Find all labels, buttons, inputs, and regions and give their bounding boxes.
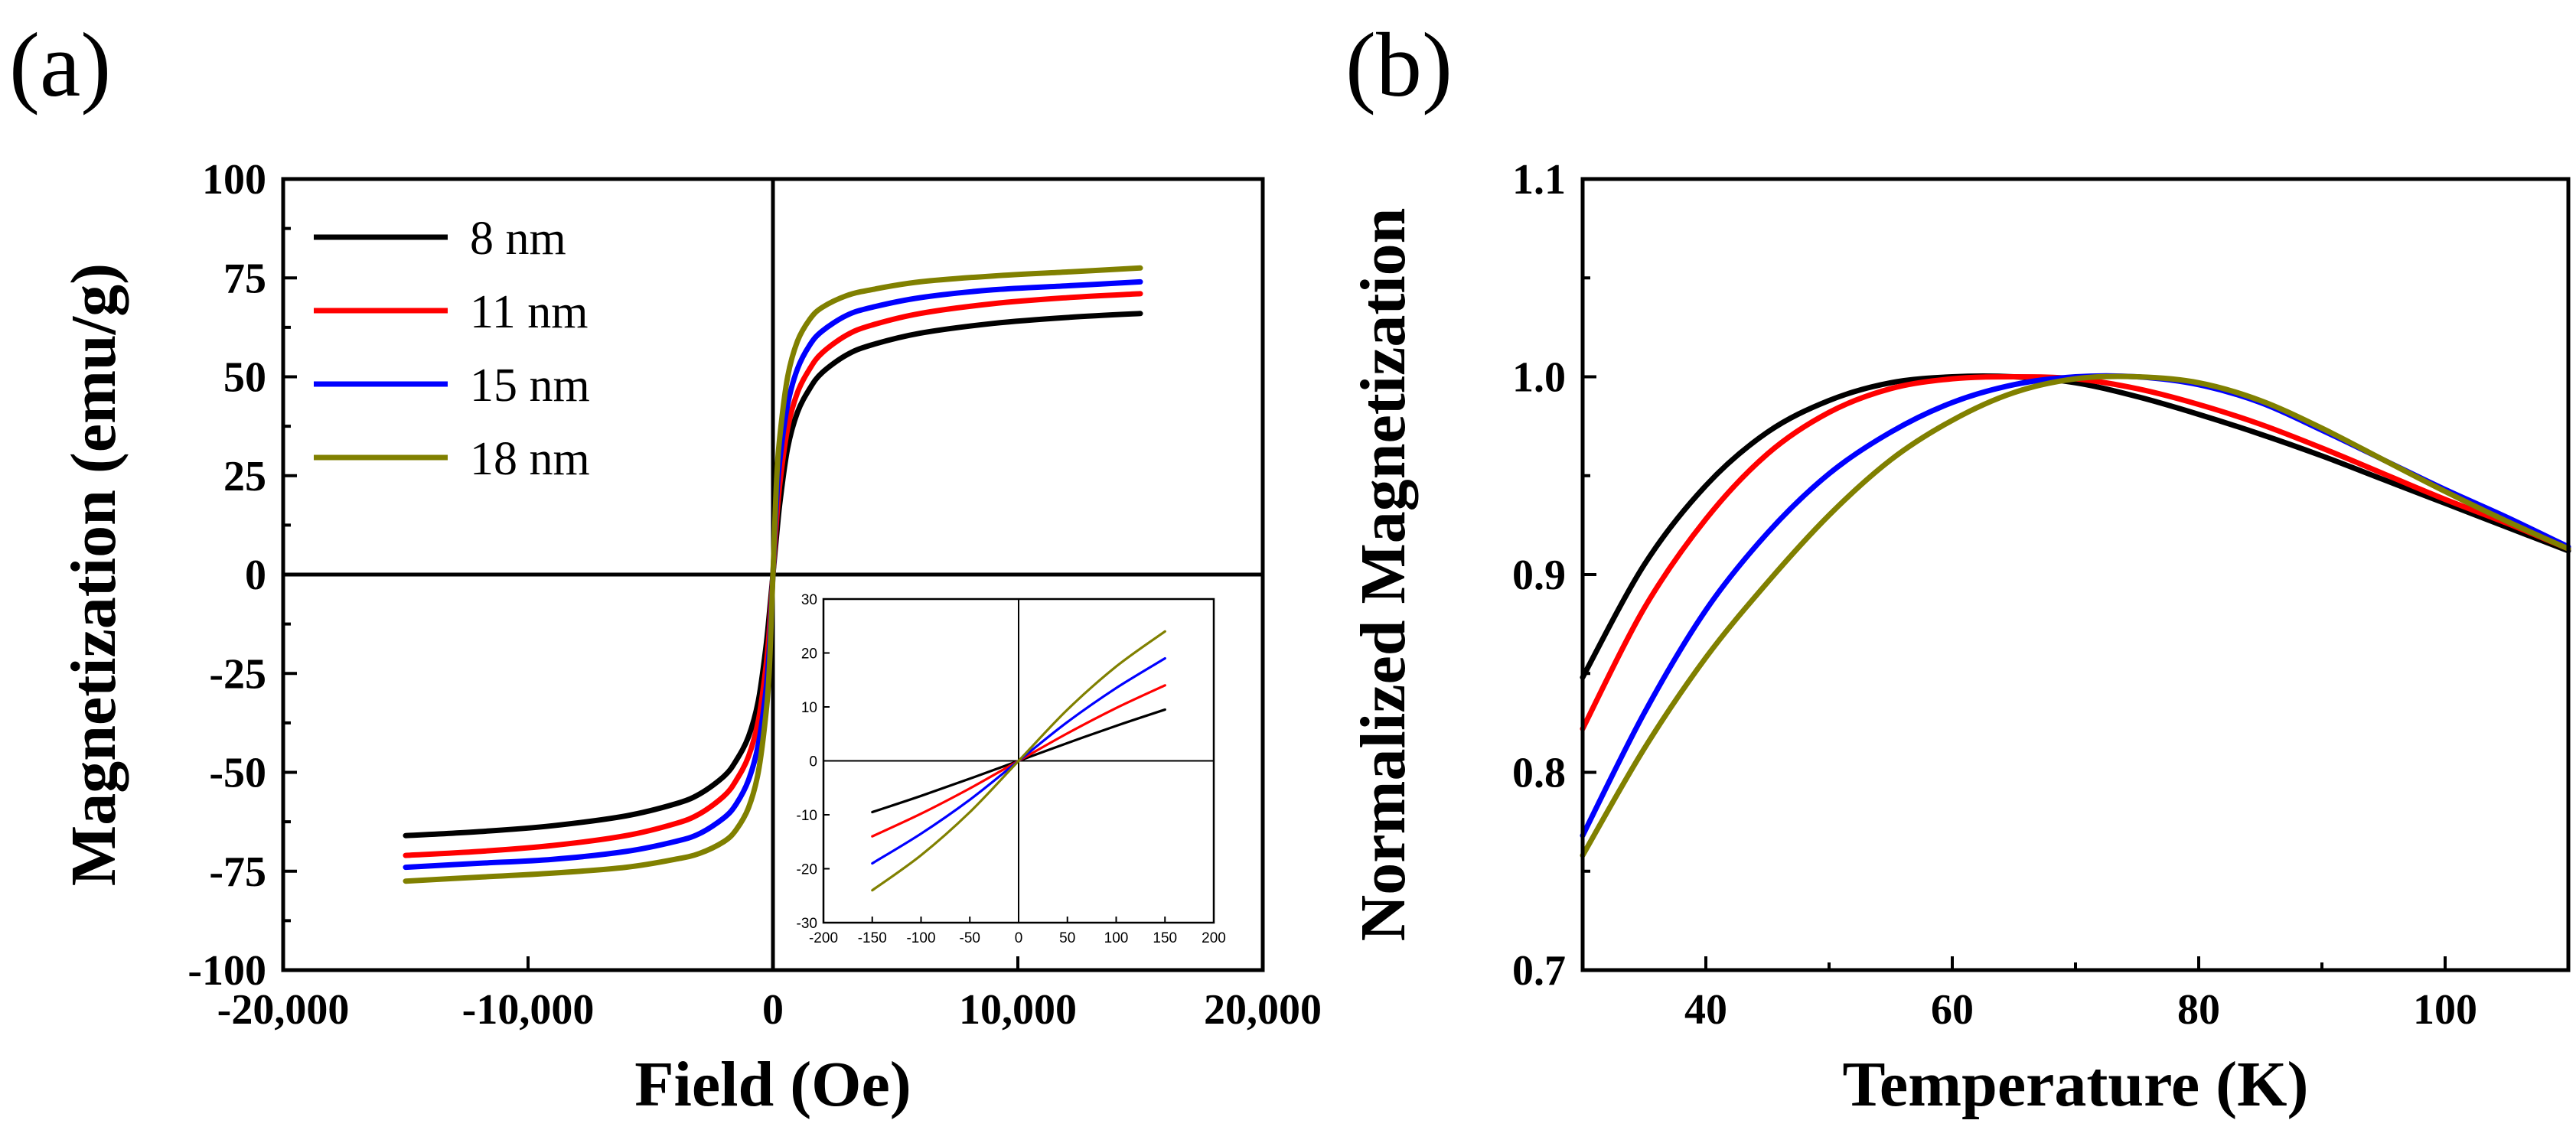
legend-label: 11 nm <box>470 286 588 338</box>
panel-a-y-tick-label: 75 <box>223 255 266 302</box>
panel-b-chart: 40 60 80 100 0.7 0.8 0.9 1.0 1.1 Temperature (K)… <box>1348 156 2571 1120</box>
panel-b-label: (b) <box>1345 14 1453 116</box>
panel-b-series-line-11nm <box>1580 374 2571 732</box>
inset-x-tick-label: 50 <box>1059 930 1075 946</box>
panel-b-x-tick-label: 40 <box>1684 986 1727 1034</box>
inset-y-tick-label: -30 <box>797 916 817 932</box>
inset-series-line-18nm <box>871 630 1166 892</box>
panel-a-x-tick-label: -20,000 <box>217 986 350 1034</box>
inset-x-tick-label: -100 <box>906 930 935 946</box>
panel-b-series-line-8nm <box>1580 373 2571 680</box>
inset-y-tick-label: -20 <box>797 862 817 878</box>
panel-a-y-tick-label: -50 <box>209 750 266 797</box>
panel-a-x-tick-label: 20,000 <box>1204 986 1322 1034</box>
panel-b-x-tick-label: 80 <box>2177 986 2220 1034</box>
inset-x-tick-label: 100 <box>1104 930 1129 946</box>
panel-b-x-tick-label: 100 <box>2413 986 2477 1034</box>
inset-y-tick-label: -10 <box>797 808 817 824</box>
inset-x-tick-label: 150 <box>1153 930 1177 946</box>
inset-x-tick-label: -50 <box>960 930 980 946</box>
panel-a-series-line-18nm <box>403 265 1143 884</box>
panel-a-y-tick-label: 50 <box>223 354 266 402</box>
panel-a-x-axis-label: Field (Oe) <box>634 1049 911 1120</box>
panel-a-y-tick-label: -25 <box>209 650 266 698</box>
panel-b-series-line-18nm <box>1580 373 2571 858</box>
panel-b-y-tick-label: 0.8 <box>1512 750 1566 797</box>
inset-y-tick-label: 20 <box>801 646 817 663</box>
panel-a-x-tick-label: 0 <box>762 986 784 1034</box>
panel-b-series-line-15nm <box>1580 373 2571 839</box>
panel-b-y-axis-label: Normalized Magnetization <box>1348 208 1419 942</box>
inset-y-tick-label: 0 <box>809 754 817 770</box>
panel-a-inset: -200 -150 -100 -50 0 50 100 150 200-30-20-100102… <box>797 592 1226 946</box>
panel-b-x-tick-label: 60 <box>1931 986 1974 1034</box>
inset-y-tick-label: 30 <box>801 592 817 608</box>
inset-x-tick-label: 200 <box>1202 930 1226 946</box>
inset-x-tick-label: 0 <box>1015 930 1023 946</box>
panel-a-legend: 8 nm 11 nm 15 nm 18 nm <box>314 213 590 485</box>
panel-b-y-tick-label: 0.7 <box>1512 947 1566 995</box>
panel-b-y-tick-label: 1.0 <box>1512 354 1566 402</box>
inset-x-tick-label: -200 <box>809 930 838 946</box>
panel-a-x-tick-label: 10,000 <box>959 986 1077 1034</box>
panel-a-y-tick-label: 0 <box>245 552 266 599</box>
panel-b-y-tick-label: 0.9 <box>1512 552 1566 599</box>
panel-a-y-tick-label: 25 <box>223 453 266 500</box>
panel-b-y-tick-label: 1.1 <box>1512 156 1566 204</box>
panel-a-y-tick-label: 100 <box>202 156 266 204</box>
panel-b-x-axis-label: Temperature (K) <box>1843 1049 2309 1120</box>
panel-a-y-axis-label: Magnetization (emu/g) <box>58 263 129 886</box>
legend-label: 15 nm <box>470 360 590 412</box>
panel-a-chart: -20,000 -10,000 0 10,000 20,000-100-75-50-25… <box>58 156 1322 1120</box>
panel-a-y-tick-label: -75 <box>209 848 266 896</box>
inset-x-tick-label: -150 <box>858 930 887 946</box>
legend-label: 18 nm <box>470 433 590 485</box>
panel-a-x-tick-label: -10,000 <box>462 986 595 1034</box>
legend-label: 8 nm <box>470 213 566 265</box>
panel-a-label: (a) <box>9 14 111 116</box>
panel-a-y-tick-label: -100 <box>187 947 266 995</box>
inset-y-tick-label: 10 <box>801 700 817 716</box>
